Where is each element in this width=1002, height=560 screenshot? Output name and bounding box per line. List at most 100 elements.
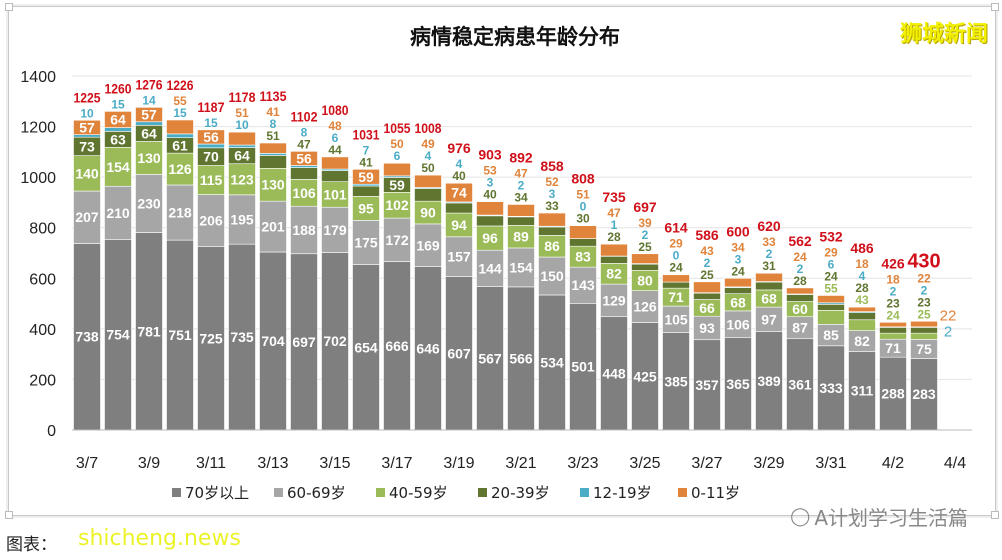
bar-segment-20-39岁 xyxy=(693,292,721,300)
bar-segment-40-59岁 xyxy=(197,165,225,195)
data-label-above: 3 xyxy=(487,176,494,190)
x-tick-label: 3/29 xyxy=(753,455,784,472)
total-label: 532 xyxy=(819,228,843,244)
data-label-above: 4 xyxy=(425,149,432,163)
bar-segment-12-19岁 xyxy=(228,144,256,148)
data-label-above: 50 xyxy=(421,161,435,175)
bar-segment-12-19岁 xyxy=(166,133,194,138)
data-label: 207 xyxy=(75,209,99,225)
bar-segment-20-39岁 xyxy=(259,155,287,169)
data-label: 64 xyxy=(234,148,250,164)
data-label-above: 6 xyxy=(332,131,339,145)
bar-segment-0-11岁 xyxy=(414,174,442,188)
bar-segment-70岁以上 xyxy=(910,358,938,431)
data-label: 385 xyxy=(664,373,688,389)
data-label-above: 24 xyxy=(731,264,745,278)
total-label: 1080 xyxy=(322,102,349,118)
bar-segment-0-11岁 xyxy=(104,111,132,128)
bar-segment-0-11岁 xyxy=(476,201,504,216)
data-label: 89 xyxy=(513,229,529,245)
bar-segment-40-59岁 xyxy=(476,225,504,251)
total-label: 1178 xyxy=(229,89,256,105)
total-label: 586 xyxy=(695,227,719,243)
data-label: 195 xyxy=(230,211,254,227)
data-label: 646 xyxy=(416,340,440,356)
bar-segment-0-11岁 xyxy=(755,272,783,282)
data-label: 425 xyxy=(633,368,657,384)
data-label: 59 xyxy=(358,169,374,185)
data-label-above: 25 xyxy=(638,240,652,254)
y-tick-label: 0 xyxy=(47,423,56,440)
bar-segment-20-39岁 xyxy=(321,170,349,182)
bar-segment-60-69岁 xyxy=(290,205,318,255)
x-tick-label: 3/19 xyxy=(443,455,474,472)
legend-label: 70岁以上 xyxy=(185,484,249,502)
data-label: 61 xyxy=(172,137,188,153)
data-label-above: 10 xyxy=(235,118,249,132)
legend-swatch xyxy=(580,488,589,497)
data-label: 448 xyxy=(602,365,626,381)
bar-segment-20-39岁 xyxy=(724,287,752,295)
watermark-wechat: ◯ A计划学习生活篇 xyxy=(790,502,968,531)
data-label-above: 2 xyxy=(704,256,711,270)
bar-segment-60-69岁 xyxy=(352,220,380,265)
data-label-above: 10 xyxy=(80,106,94,120)
x-tick-label: 3/15 xyxy=(319,455,350,472)
data-label-above: 15 xyxy=(204,116,218,130)
data-label-above: 2 xyxy=(797,262,804,276)
data-label: 56 xyxy=(296,150,312,166)
data-label-above: 41 xyxy=(266,105,280,119)
data-label: 697 xyxy=(292,334,316,350)
resize-handle[interactable] xyxy=(991,511,999,519)
bar-segment-0-11岁 xyxy=(693,281,721,293)
bar-segment-20-39岁 xyxy=(879,327,907,334)
y-tick-label: 400 xyxy=(29,322,56,339)
data-label: 115 xyxy=(200,172,223,188)
data-label: 175 xyxy=(354,235,378,251)
data-label: 781 xyxy=(137,323,161,339)
data-label-above: 14 xyxy=(142,93,156,107)
legend-swatch xyxy=(478,488,487,497)
bar-segment-20-39岁 xyxy=(848,312,876,321)
bar-segment-0-11岁 xyxy=(290,151,318,166)
legend-swatch xyxy=(678,488,687,497)
data-label: 87 xyxy=(792,320,808,336)
bar-segment-20-39岁 xyxy=(445,202,473,214)
data-label: 607 xyxy=(447,345,471,361)
bar-segment-20-39岁 xyxy=(662,281,690,289)
data-label-above: 30 xyxy=(576,212,590,226)
data-label: 150 xyxy=(540,268,564,284)
data-label: 66 xyxy=(699,300,715,316)
bar-segment-60-69岁 xyxy=(662,305,690,333)
data-label-above: 47 xyxy=(297,137,311,151)
chart-title: 病情稳定病患年龄分布 xyxy=(410,25,620,49)
legend-label: 40-59岁 xyxy=(389,484,448,502)
bar-segment-60-69岁 xyxy=(507,247,535,288)
data-label: 361 xyxy=(788,376,812,392)
data-label: 357 xyxy=(695,377,719,393)
data-label-above: 53 xyxy=(483,164,497,178)
data-label: 754 xyxy=(106,327,130,343)
wechat-icon: ◯ xyxy=(790,506,811,527)
data-label-above: 6 xyxy=(394,149,401,163)
resize-handle[interactable] xyxy=(991,3,999,11)
legend-label: 0-11岁 xyxy=(691,484,740,502)
total-label: 903 xyxy=(478,147,502,163)
data-label: 105 xyxy=(664,311,688,327)
bar-segment-60-69岁 xyxy=(228,194,256,245)
data-label: 218 xyxy=(168,205,192,221)
total-label: 614 xyxy=(664,220,688,236)
bar-segment-70岁以上 xyxy=(352,264,380,431)
bar-segment-0-11岁 xyxy=(569,225,597,239)
bar-segment-70岁以上 xyxy=(135,232,163,431)
resize-handle[interactable] xyxy=(5,511,13,519)
data-label-above: 7 xyxy=(363,143,370,157)
bar-segment-70岁以上 xyxy=(879,356,907,431)
data-label: 283 xyxy=(912,386,936,402)
bar-segment-60-69岁 xyxy=(73,190,101,244)
total-label: 1187 xyxy=(198,99,225,115)
resize-handle[interactable] xyxy=(5,3,13,11)
total-label: 562 xyxy=(788,233,812,249)
bar-segment-0-11岁 xyxy=(135,107,163,123)
total-label: 1276 xyxy=(136,76,163,92)
